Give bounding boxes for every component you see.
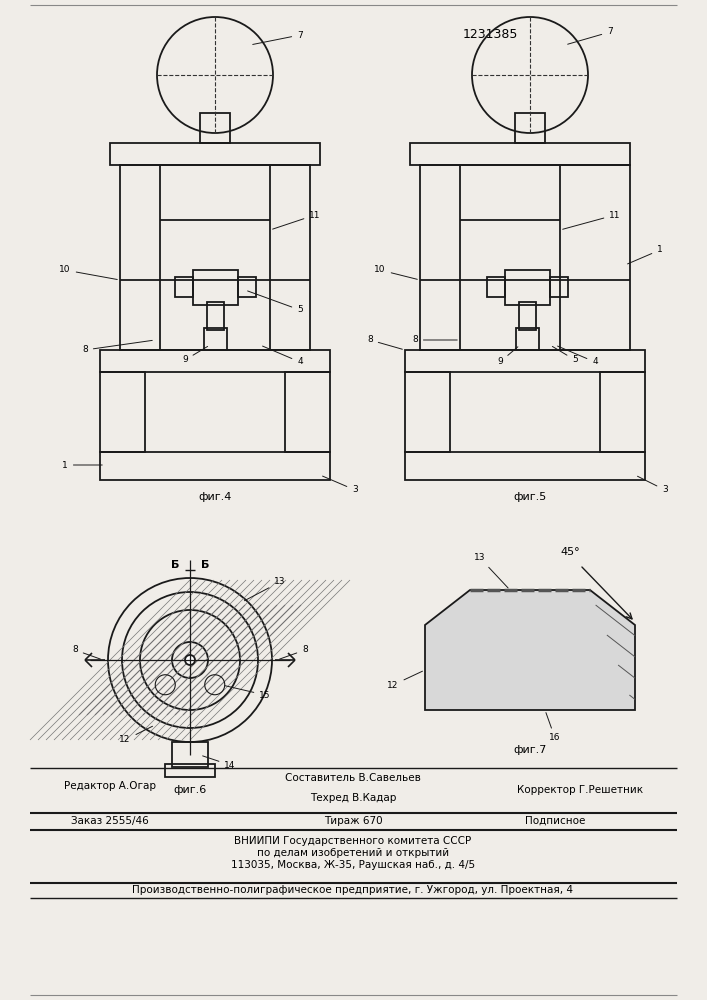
- Text: 3: 3: [638, 476, 668, 494]
- Text: Корректор Г.Решетник: Корректор Г.Решетник: [517, 785, 643, 795]
- Bar: [519, 302, 536, 330]
- Text: Составитель В.Савельев: Составитель В.Савельев: [285, 773, 421, 783]
- Bar: [110, 143, 320, 165]
- Text: 7: 7: [252, 30, 303, 44]
- Text: 1231385: 1231385: [462, 28, 518, 41]
- Text: 45°: 45°: [560, 547, 580, 557]
- Circle shape: [185, 655, 195, 665]
- Text: 8: 8: [412, 336, 457, 344]
- Bar: [200, 113, 230, 143]
- Bar: [207, 302, 224, 330]
- Text: 113035, Москва, Ж-35, Раушская наб., д. 4/5: 113035, Москва, Ж-35, Раушская наб., д. …: [231, 860, 475, 870]
- Text: фиг.7: фиг.7: [513, 745, 547, 755]
- Bar: [410, 143, 630, 165]
- Text: 1: 1: [628, 245, 663, 264]
- Text: Производственно-полиграфическое предприятие, г. Ужгород, ул. Проектная, 4: Производственно-полиграфическое предприя…: [132, 885, 573, 895]
- Text: Тираж 670: Тираж 670: [324, 816, 382, 826]
- Text: 5: 5: [552, 346, 578, 364]
- Text: фиг.4: фиг.4: [198, 492, 232, 502]
- Bar: [600, 372, 645, 452]
- Text: Редактор А.Огар: Редактор А.Огар: [64, 781, 156, 791]
- Text: фиг.5: фиг.5: [513, 492, 547, 502]
- Bar: [487, 277, 505, 297]
- Bar: [165, 764, 215, 777]
- Text: 12: 12: [119, 726, 153, 744]
- Bar: [405, 452, 645, 480]
- Text: Заказ 2555/46: Заказ 2555/46: [71, 816, 149, 826]
- Text: ВНИИПИ Государственного комитета СССР: ВНИИПИ Государственного комитета СССР: [235, 836, 472, 846]
- Bar: [238, 277, 256, 297]
- Bar: [175, 277, 193, 297]
- Text: 11: 11: [273, 211, 321, 229]
- Text: 8: 8: [72, 646, 100, 659]
- Text: Б: Б: [171, 560, 179, 570]
- Text: 11: 11: [563, 211, 621, 229]
- Text: 12: 12: [387, 671, 423, 690]
- Text: 13: 13: [474, 554, 508, 588]
- Text: 5: 5: [247, 291, 303, 314]
- Bar: [100, 372, 145, 452]
- Text: 8: 8: [279, 646, 308, 659]
- Text: 13: 13: [245, 578, 286, 601]
- Text: 7: 7: [568, 27, 613, 44]
- Text: 9: 9: [497, 347, 518, 366]
- Text: 3: 3: [322, 476, 358, 494]
- Bar: [120, 165, 310, 350]
- Bar: [420, 165, 630, 350]
- Bar: [505, 270, 550, 305]
- Bar: [285, 372, 330, 452]
- Polygon shape: [425, 590, 635, 710]
- Text: 8: 8: [367, 336, 402, 349]
- Bar: [100, 452, 330, 480]
- Bar: [204, 328, 227, 350]
- Text: 9: 9: [182, 346, 208, 364]
- Bar: [193, 270, 238, 305]
- Bar: [100, 350, 330, 372]
- Text: Б: Б: [201, 560, 209, 570]
- Bar: [515, 113, 545, 143]
- Text: 8: 8: [82, 340, 152, 355]
- Text: 10: 10: [374, 265, 417, 279]
- Text: фиг.6: фиг.6: [173, 785, 206, 795]
- Text: 10: 10: [59, 265, 117, 280]
- Bar: [550, 277, 568, 297]
- Bar: [405, 372, 450, 452]
- Text: Подписное: Подписное: [525, 816, 585, 826]
- Bar: [172, 742, 208, 767]
- Text: 4: 4: [558, 346, 598, 366]
- Text: 4: 4: [262, 346, 303, 366]
- Text: по делам изобретений и открытий: по делам изобретений и открытий: [257, 848, 449, 858]
- Bar: [516, 328, 539, 350]
- Text: 16: 16: [546, 713, 561, 742]
- Text: 15: 15: [225, 686, 271, 700]
- Text: Техред В.Кадар: Техред В.Кадар: [310, 793, 396, 803]
- Bar: [405, 350, 645, 372]
- Text: 1: 1: [62, 460, 103, 470]
- Text: 14: 14: [203, 756, 235, 770]
